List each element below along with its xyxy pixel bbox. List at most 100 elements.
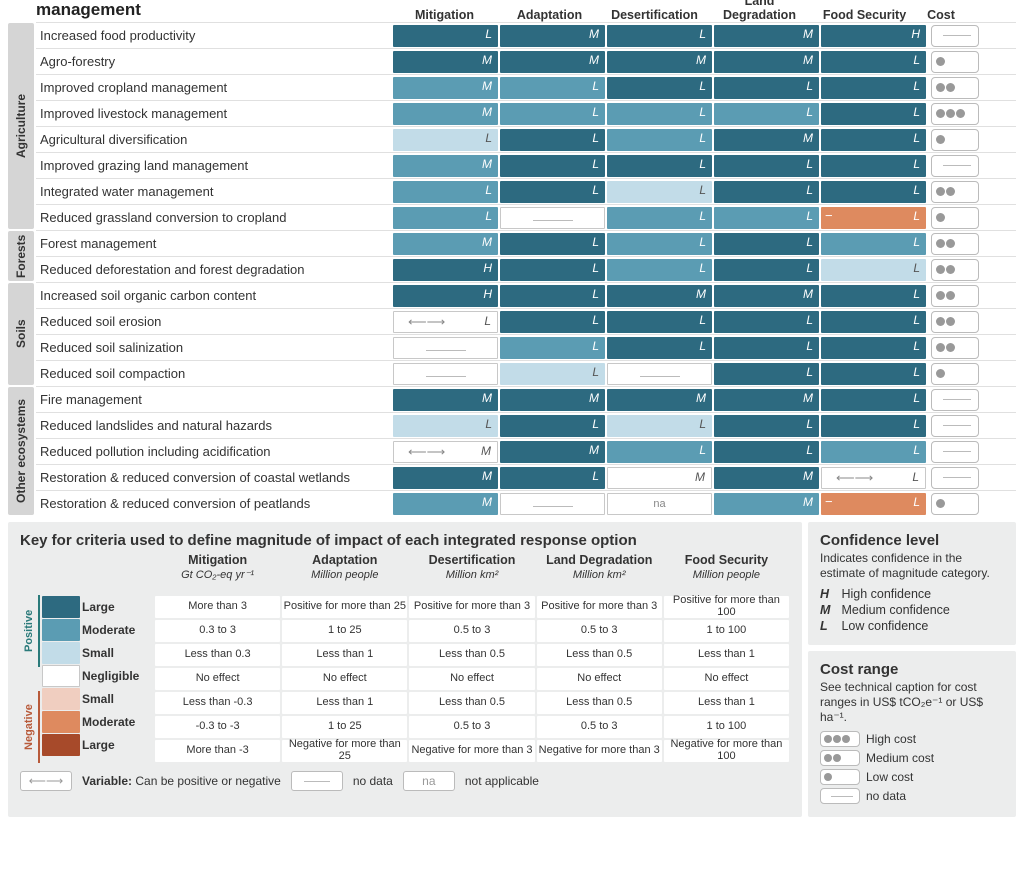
impact-cell: L [821,363,926,385]
key-data-cell: Less than -0.3 [155,692,280,714]
key-data-cell: 0.5 to 3 [409,620,534,642]
col-header: Mitigation [392,8,497,22]
impact-cell: M [393,155,498,177]
impact-cell: L [607,311,712,333]
key-side-labels: Positive Negative [20,595,40,763]
key-swatches [40,595,82,763]
impact-cell: L [393,207,498,229]
key-data-cell: Less than 0.5 [537,644,662,666]
impact-cell: M [607,389,712,411]
impact-cell: L [500,155,605,177]
key-data-cell: Positive for more than 3 [409,596,534,618]
key-grid: Positive Negative LargeModerateSmallNegl… [20,553,790,763]
cost-cell [931,207,979,229]
cost-cell [931,103,979,125]
impact-cell: L [500,363,605,385]
cost-cell [931,441,979,463]
key-level-label: Small [82,688,154,710]
key-data-cell: Less than 0.3 [155,644,280,666]
row-label: Improved cropland management [36,80,392,95]
impact-cell: L [607,181,712,203]
impact-cell: M [393,233,498,255]
impact-cell: L [821,181,926,203]
key-level-label: Large [82,596,154,618]
impact-cell: L [821,337,926,359]
cost-cell [931,25,979,47]
category-other-ecosystems: Other ecosystems [8,387,34,515]
row-label: Reduced landslides and natural hazards [36,418,392,433]
key-data-cell: Less than 0.5 [537,692,662,714]
key-level-label: Large [82,734,154,756]
impact-cell: M [714,493,819,515]
key-data-cell: No effect [409,668,534,690]
key-data-cell: Less than 0.5 [409,692,534,714]
cost-cell [931,51,979,73]
key-data-cell: Negative for more than 100 [664,740,789,762]
key-data-cell: Negative for more than 25 [282,740,407,762]
cost-cell [931,389,979,411]
key-col-header: Land DegradationMillion km² [536,553,663,595]
impact-cell: H [393,285,498,307]
cost-cell [931,233,979,255]
impact-cell: L [714,415,819,437]
nodata-symbol [291,771,343,791]
key-level-label: Negligible [82,665,154,687]
key-title: Key for criteria used to define magnitud… [20,532,790,549]
table-row: Improved livestock managementMLLLL [36,100,1016,126]
row-label: Restoration & reduced conversion of coas… [36,470,392,485]
impact-cell: L [607,259,712,281]
key-data-cell: Less than 1 [664,692,789,714]
col-header: Food Security [812,8,917,22]
key-swatch [42,619,80,641]
table-row: Reduced deforestation and forest degrada… [36,256,1016,282]
key-col-header: Food SecurityMillion people [663,553,790,595]
confidence-item: M Medium confidence [820,603,1004,617]
row-label: Improved grazing land management [36,158,392,173]
key-data-cell: 0.5 to 3 [537,716,662,738]
impact-cell: M [393,103,498,125]
table-row: Restoration & reduced conversion of coas… [36,464,1016,490]
key-footer: ⟵⟶ Variable: Can be positive or negative… [20,771,790,791]
impact-cell: H [821,25,926,47]
cost-cell [931,467,979,489]
impact-cell: L [500,337,605,359]
cost-box: Cost range See technical caption for cos… [808,651,1016,817]
impact-cell: M⟵⟶ [393,441,498,463]
table-row: Improved grazing land managementMLLLL [36,152,1016,178]
confidence-title: Confidence level [820,532,1004,549]
category-soils: Soils [8,283,34,385]
impact-cell: L [500,77,605,99]
table-row: Reduced soil compactionLLL [36,360,1016,386]
cost-cell [931,155,979,177]
impact-cell: L [821,441,926,463]
impact-cell: M [714,467,819,489]
impact-cell: L [714,155,819,177]
impact-cell [393,363,498,385]
impact-cell: L [821,103,926,125]
impact-cell: L [714,337,819,359]
confidence-item: H High confidence [820,587,1004,601]
cost-legend-item: High cost [820,731,1004,747]
key-data-cell: 1 to 25 [282,716,407,738]
impact-cell: M [500,25,605,47]
impact-cell: L [821,129,926,151]
impact-cell: L [821,155,926,177]
key-data-cell: Negative for more than 3 [537,740,662,762]
confidence-box: Confidence level Indicates confidence in… [808,522,1016,645]
impact-cell: L⟵⟶ [821,467,926,489]
key-col-header: MitigationGt CO₂-eq yr⁻¹ [154,553,281,595]
table-row: Increased food productivityLMLMH [36,22,1016,48]
key-data-cell: 0.3 to 3 [155,620,280,642]
impact-cell: M [500,441,605,463]
key-swatch [42,665,80,687]
impact-cell: M [500,389,605,411]
impact-cell: M [607,467,712,489]
impact-cell: L [714,103,819,125]
impact-cell: L [714,233,819,255]
main-table: AgricultureForestsSoilsOther ecosystems … [8,4,1016,516]
key-swatch [42,688,80,710]
impact-cell: L [393,181,498,203]
key-data-cell: Less than 1 [664,644,789,666]
row-label: Fire management [36,392,392,407]
row-label: Integrated water management [36,184,392,199]
